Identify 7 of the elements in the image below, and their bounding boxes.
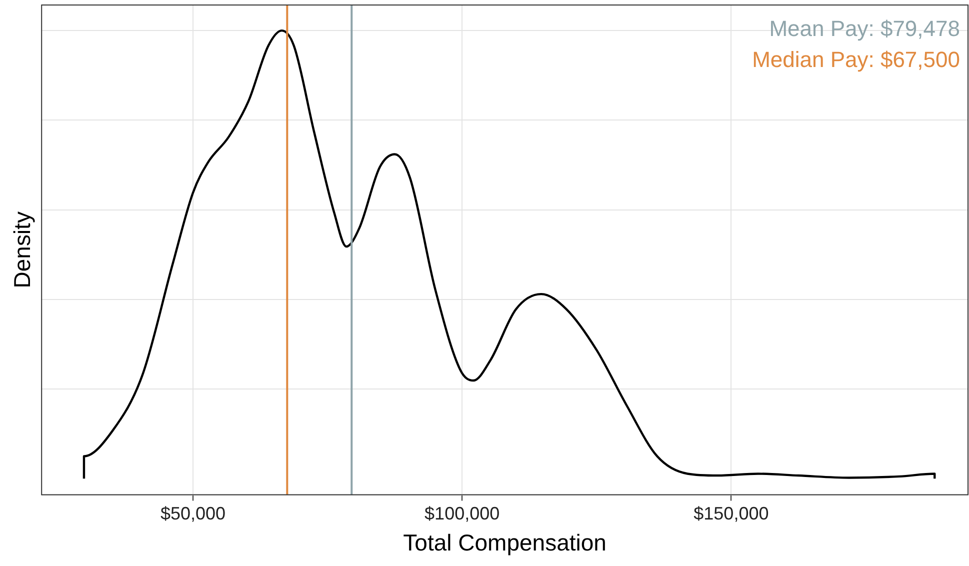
x-axis-title: Total Compensation	[403, 530, 606, 556]
ref-line-label: Mean Pay: $79,478	[769, 16, 960, 42]
ref-line-label: Median Pay: $67,500	[752, 47, 960, 72]
x-tick-label: $100,000	[424, 504, 500, 524]
y-axis-title: Density	[9, 211, 36, 288]
x-tick-label: $150,000	[694, 504, 769, 524]
x-tick-label: $50,000	[160, 504, 226, 524]
